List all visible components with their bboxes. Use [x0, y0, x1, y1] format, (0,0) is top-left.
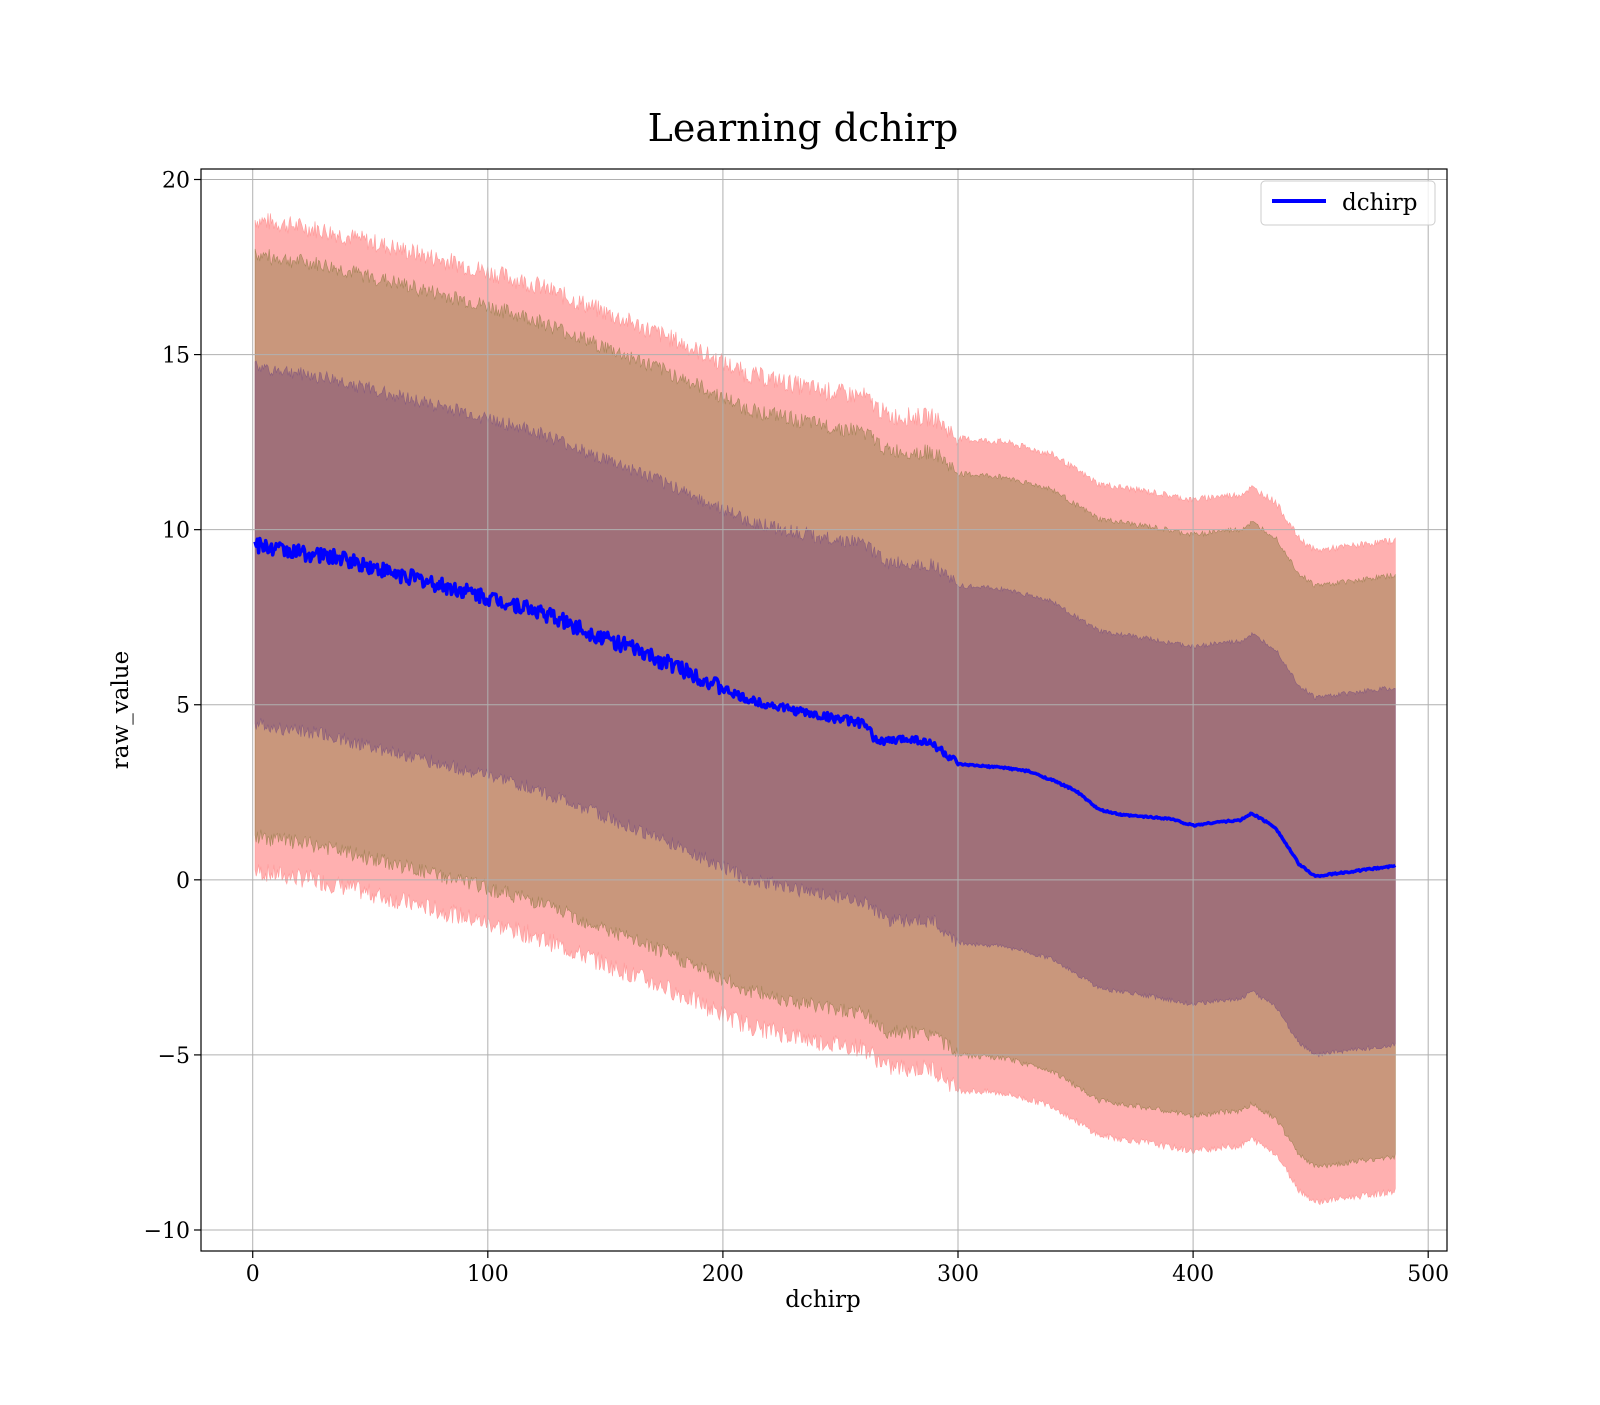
series-lines — [253, 536, 1397, 879]
plot-frame — [200, 168, 1448, 1252]
y-tick-label-1: −5 — [158, 1044, 190, 1069]
legend-label-dchirp: dchirp — [1342, 190, 1418, 216]
band-inner — [254, 360, 1396, 1058]
y-tick-label-3: 5 — [176, 694, 190, 719]
y-tick-label-2: 0 — [176, 869, 190, 894]
legend: dchirp — [1260, 180, 1436, 226]
x-tick-label-5: 500 — [1407, 1262, 1449, 1287]
x-axis-label: dchirp — [785, 1287, 861, 1313]
x-tick-label-4: 400 — [1172, 1262, 1214, 1287]
x-tick-label-2: 200 — [702, 1262, 744, 1287]
x-tick-label-3: 300 — [937, 1262, 979, 1287]
y-axis-ticks: −10 −5 0 5 10 15 20 — [144, 169, 201, 1244]
series-line-dchirp — [253, 536, 1397, 879]
y-tick-label-6: 20 — [162, 169, 190, 194]
legend-box — [1260, 180, 1436, 226]
y-tick-label-5: 15 — [162, 344, 190, 369]
x-tick-label-0: 0 — [246, 1262, 260, 1287]
grid — [201, 169, 1447, 1251]
x-axis-ticks: 0 100 200 300 400 500 — [246, 1251, 1449, 1287]
confidence-bands — [254, 213, 1396, 1206]
y-tick-label-0: −10 — [144, 1219, 190, 1244]
y-axis-label: raw_value — [108, 651, 134, 769]
y-tick-label-4: 10 — [162, 519, 190, 544]
x-tick-label-1: 100 — [467, 1262, 509, 1287]
chart-title: Learning dchirp — [648, 106, 959, 150]
